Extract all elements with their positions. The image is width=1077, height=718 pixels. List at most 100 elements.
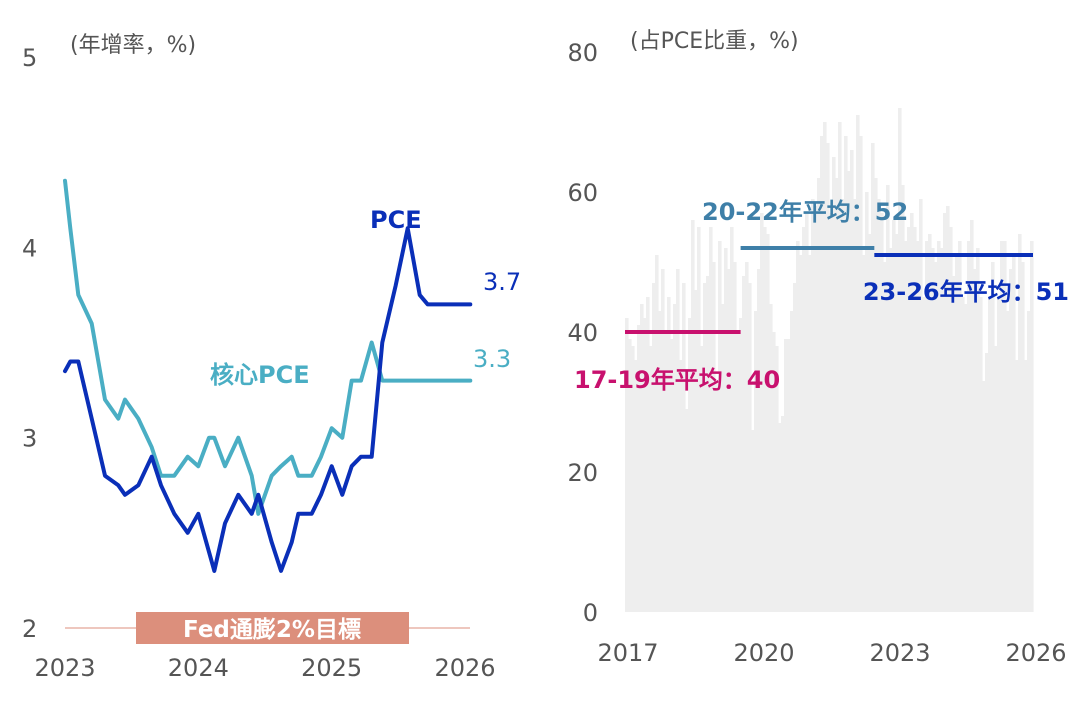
share-bar	[853, 199, 857, 612]
share-bar	[847, 171, 851, 612]
share-bar	[901, 185, 905, 612]
share-bar	[1015, 360, 1019, 612]
share-bar	[976, 248, 980, 612]
share-bar	[997, 297, 1001, 612]
share-bar	[814, 206, 818, 612]
share-bar	[694, 290, 698, 612]
share-bar	[748, 283, 752, 612]
share-bar	[952, 276, 956, 612]
share-bar	[760, 213, 764, 612]
right-y-tick: 80	[567, 39, 598, 67]
left-y-tick: 3	[22, 425, 37, 453]
left-y-tick: 5	[22, 44, 37, 72]
share-bar	[679, 360, 683, 612]
share-bar	[709, 227, 713, 612]
share-bar	[1012, 255, 1016, 612]
share-bar	[826, 143, 830, 612]
share-bar	[643, 318, 647, 612]
share-bar	[703, 283, 707, 612]
share-bar	[793, 283, 797, 612]
average-label-23-26: 23-26年平均：51	[863, 278, 1069, 306]
share-bar	[970, 220, 974, 612]
share-bar	[898, 108, 902, 612]
share-bar	[631, 346, 635, 612]
share-bar	[1003, 241, 1007, 612]
share-bar	[904, 241, 908, 612]
share-bar	[784, 339, 788, 612]
share-bar	[844, 136, 848, 612]
left-y-tick: 4	[22, 234, 37, 262]
share-bar	[733, 262, 737, 612]
share-bar	[982, 381, 986, 612]
left-x-tick: 2026	[434, 654, 495, 682]
share-bar	[955, 255, 959, 612]
share-bar	[1030, 241, 1034, 612]
left-x-axis: 2023 2024 2025 2026	[34, 654, 495, 682]
share-bar	[736, 332, 740, 612]
right-y-tick: 20	[567, 459, 598, 487]
share-bar	[682, 283, 686, 612]
share-bar	[715, 381, 719, 612]
fed-target-band	[136, 612, 409, 644]
right-y-axis: 0 20 40 60 80	[567, 39, 598, 627]
share-bar	[871, 143, 875, 612]
share-bar	[772, 332, 776, 612]
series-label-core-pce: 核心PCE	[210, 361, 310, 389]
share-bar	[931, 248, 935, 612]
share-bar	[991, 262, 995, 612]
share-bar	[862, 255, 866, 612]
average-label-17-19: 17-19年平均：40	[574, 366, 780, 394]
share-bar	[865, 192, 869, 612]
left-y-axis: 2 3 4 5	[22, 44, 37, 643]
share-bar	[880, 213, 884, 612]
share-bar	[685, 409, 689, 612]
share-bar	[766, 234, 770, 612]
share-bar	[850, 150, 854, 612]
share-bar	[673, 304, 677, 612]
share-bar	[724, 248, 728, 612]
share-bar	[946, 206, 950, 612]
share-bar	[625, 318, 629, 612]
core-pce-end-value: 3.3	[473, 345, 511, 373]
share-bar	[832, 157, 836, 612]
share-bar	[934, 262, 938, 612]
share-bar	[775, 346, 779, 612]
share-bar	[859, 136, 863, 612]
share-bar	[892, 220, 896, 612]
share-bar	[964, 304, 968, 612]
right-y-tick: 60	[567, 179, 598, 207]
share-bar	[757, 269, 761, 612]
share-bar	[1021, 262, 1025, 612]
share-bar	[787, 339, 791, 612]
share-bar	[874, 178, 878, 612]
share-bar	[916, 241, 920, 612]
share-bar	[781, 416, 785, 612]
share-bar	[808, 255, 812, 612]
left-unit-label: (年增率，%)	[70, 33, 196, 58]
share-bar	[979, 297, 983, 612]
share-bar	[883, 262, 887, 612]
share-bar	[667, 297, 671, 612]
fed-target-label: Fed通膨2%目標	[183, 617, 361, 643]
right-y-tick: 40	[567, 319, 598, 347]
share-bar	[877, 199, 881, 612]
share-bar	[889, 248, 893, 612]
share-bar	[973, 269, 977, 612]
share-bar	[925, 241, 929, 612]
share-bar	[1024, 360, 1028, 612]
right-y-tick: 0	[583, 599, 598, 627]
share-bar	[835, 178, 839, 612]
share-bar	[994, 346, 998, 612]
share-bar	[811, 199, 815, 612]
share-bar	[670, 339, 674, 612]
left-x-tick: 2024	[168, 654, 229, 682]
share-bar	[886, 185, 890, 612]
share-bar	[907, 227, 911, 612]
share-bar	[943, 213, 947, 612]
share-bar	[676, 269, 680, 612]
share-bar	[805, 213, 809, 612]
left-x-tick: 2025	[301, 654, 362, 682]
share-bar	[796, 241, 800, 612]
